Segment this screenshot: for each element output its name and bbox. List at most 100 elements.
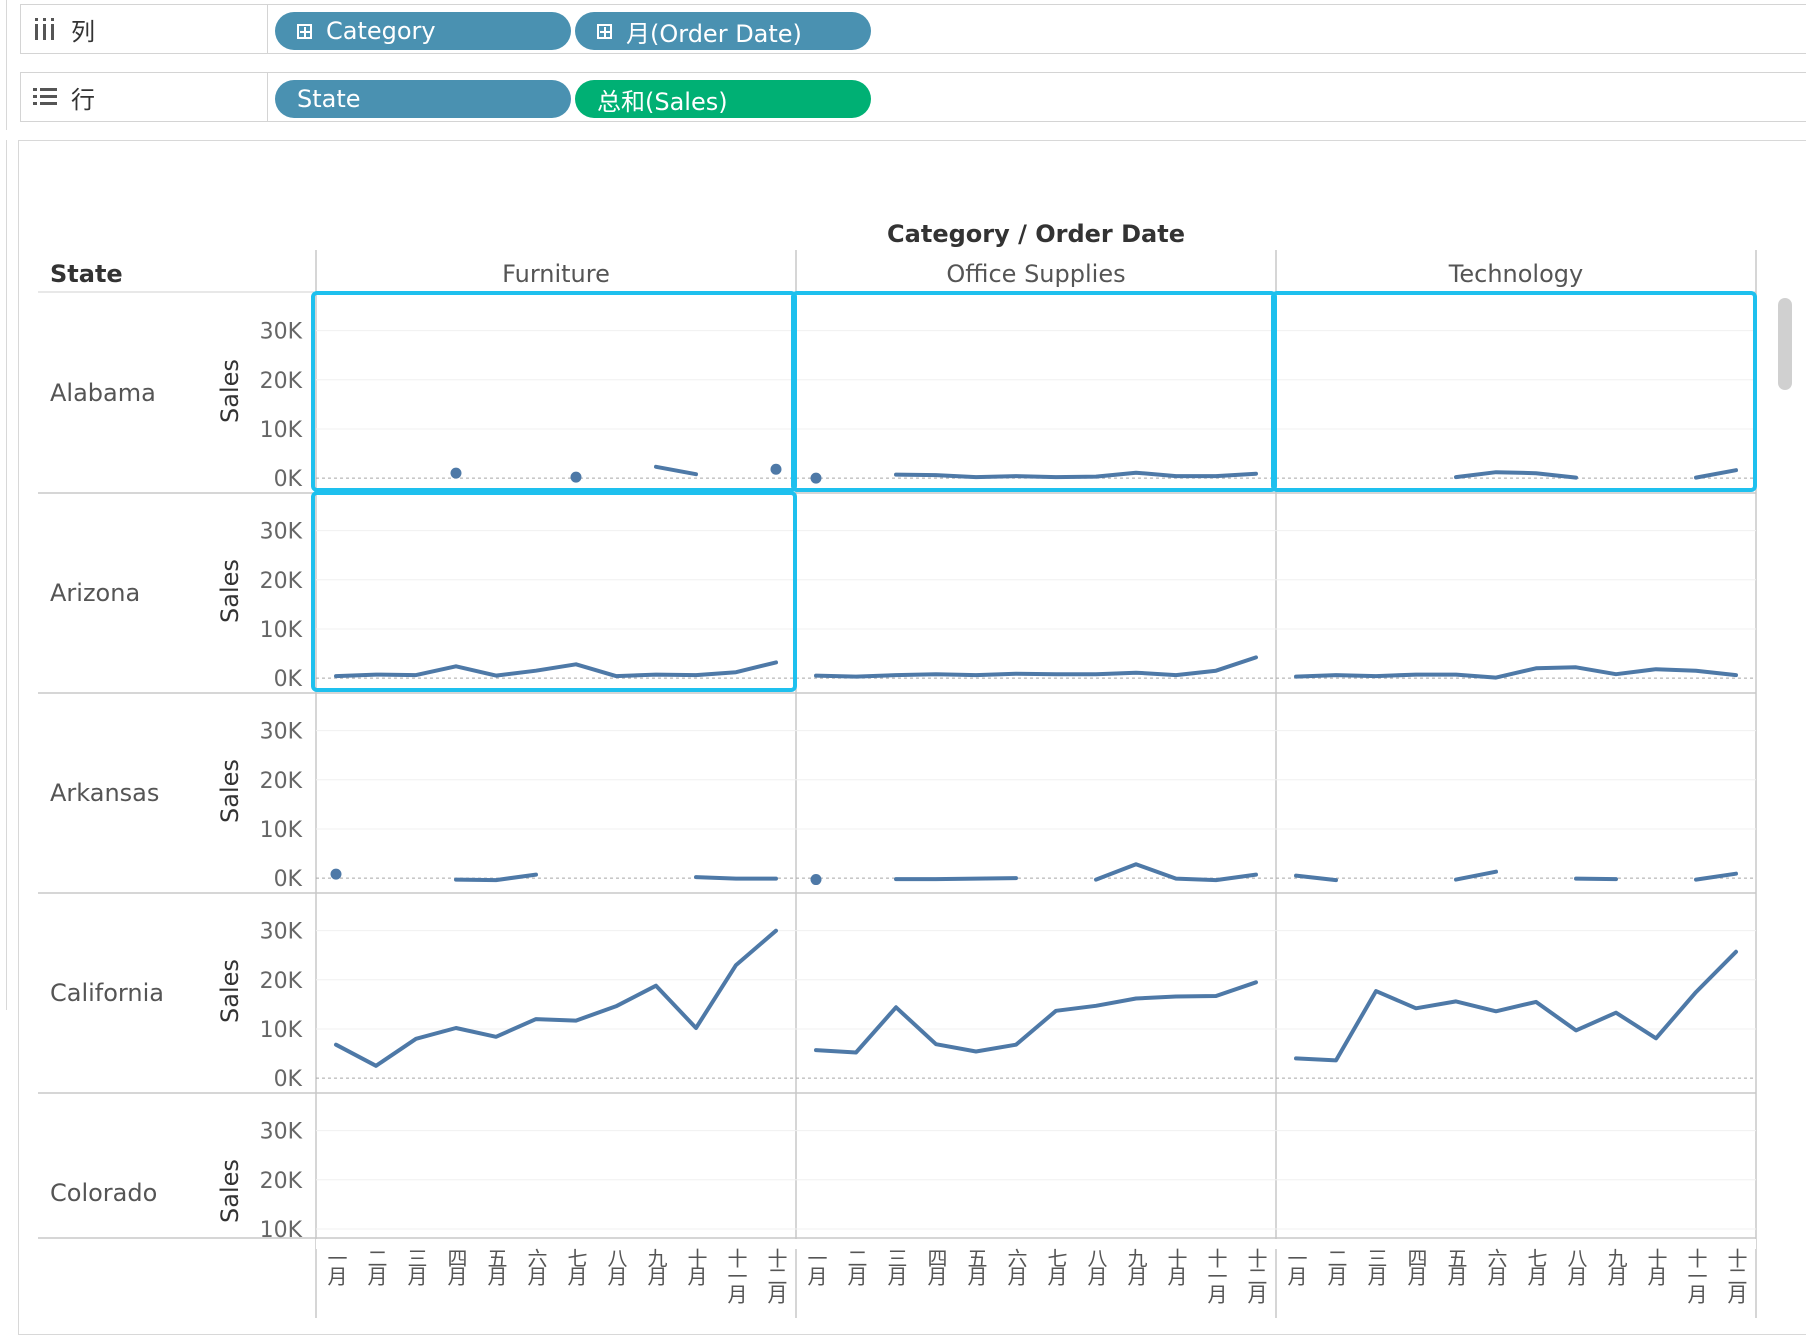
- series-line[interactable]: [814, 655, 1258, 679]
- series-line[interactable]: [1454, 869, 1498, 882]
- y-tick-label: 20K: [260, 969, 303, 994]
- y-tick-label: 20K: [260, 769, 303, 794]
- data-point[interactable]: [810, 874, 822, 886]
- category-header: Furniture: [502, 260, 610, 288]
- series-line[interactable]: [1094, 862, 1258, 883]
- axis-title-sales: Sales: [216, 1159, 244, 1223]
- series-line[interactable]: [1574, 876, 1618, 882]
- state-label: Alabama: [50, 379, 156, 407]
- month-label: 七月: [1524, 1248, 1548, 1286]
- columns-shelf[interactable]: 列 Category 月(Order Date): [20, 4, 1806, 54]
- data-point[interactable]: [770, 463, 782, 475]
- month-label: 二月: [844, 1248, 868, 1286]
- axis-title-sales: Sales: [216, 559, 244, 623]
- columns-shelf-text: 列: [71, 17, 95, 46]
- column-header-title: Category / Order Date: [887, 220, 1185, 248]
- y-tick-label: 30K: [260, 920, 303, 945]
- series-line[interactable]: [1294, 665, 1738, 680]
- left-panel-edge: [0, 0, 7, 130]
- series-line[interactable]: [654, 464, 698, 477]
- month-label: 二月: [1324, 1248, 1348, 1286]
- month-label: 十二月: [1724, 1248, 1748, 1304]
- highlighted-panel[interactable]: [311, 291, 797, 492]
- month-label: 三月: [404, 1248, 428, 1286]
- month-label: 十一月: [1684, 1248, 1708, 1304]
- month-label: 六月: [524, 1248, 548, 1286]
- category-header: Technology: [1448, 260, 1583, 288]
- row-header-state: State: [50, 260, 123, 288]
- rows-shelf-text: 行: [71, 85, 95, 114]
- axis-title-sales: Sales: [216, 959, 244, 1023]
- series-line[interactable]: [334, 928, 778, 1068]
- month-label: 九月: [644, 1248, 668, 1286]
- data-point[interactable]: [810, 472, 822, 484]
- data-point[interactable]: [450, 467, 462, 479]
- series-line[interactable]: [1694, 468, 1738, 480]
- month-label: 三月: [884, 1248, 908, 1286]
- pill-state[interactable]: State: [275, 80, 571, 118]
- month-label: 二月: [364, 1248, 388, 1286]
- month-label: 八月: [1084, 1248, 1108, 1286]
- y-tick-label: 10K: [260, 818, 303, 843]
- rows-icon: [33, 88, 57, 105]
- pill-category-label: Category: [326, 17, 436, 45]
- series-line[interactable]: [334, 660, 778, 679]
- series-line[interactable]: [894, 876, 1018, 882]
- y-tick-label: 0K: [274, 867, 303, 892]
- month-label: 七月: [1044, 1248, 1068, 1286]
- highlighted-panel[interactable]: [1271, 291, 1757, 492]
- y-tick-label: 0K: [274, 667, 303, 692]
- series-line[interactable]: [454, 872, 538, 883]
- series-line[interactable]: [694, 875, 778, 881]
- series-line[interactable]: [1694, 871, 1738, 882]
- rows-shelf-label: 行: [21, 73, 268, 121]
- y-tick-label: 30K: [260, 520, 303, 545]
- month-label: 九月: [1604, 1248, 1628, 1286]
- month-label: 十一月: [724, 1248, 748, 1304]
- pill-order-date[interactable]: 月(Order Date): [575, 12, 871, 50]
- pill-sum-sales-label: 总和(Sales): [597, 87, 728, 116]
- state-label: Arizona: [50, 579, 140, 607]
- month-label: 八月: [604, 1248, 628, 1286]
- month-label: 十二月: [1244, 1248, 1268, 1304]
- y-tick-label: 10K: [260, 1218, 303, 1243]
- y-tick-label: 0K: [274, 467, 303, 492]
- expand-icon[interactable]: [297, 23, 312, 39]
- highlighted-panel[interactable]: [311, 491, 797, 692]
- rows-shelf[interactable]: 行 State 总和(Sales): [20, 72, 1806, 122]
- month-label: 十月: [684, 1248, 708, 1286]
- series-line[interactable]: [1294, 873, 1338, 883]
- month-label: 五月: [484, 1248, 508, 1286]
- axis-title-sales: Sales: [216, 359, 244, 423]
- data-point[interactable]: [330, 868, 342, 880]
- series-line[interactable]: [1294, 949, 1738, 1063]
- series-line[interactable]: [894, 470, 1258, 480]
- vertical-scrollbar[interactable]: [1778, 298, 1792, 390]
- data-point[interactable]: [570, 471, 582, 483]
- month-label: 四月: [1404, 1248, 1428, 1286]
- pill-order-date-label: 月(Order Date): [626, 19, 802, 48]
- highlighted-panel[interactable]: [791, 291, 1277, 492]
- y-tick-label: 30K: [260, 720, 303, 745]
- month-label: 一月: [324, 1248, 348, 1286]
- month-label: 五月: [964, 1248, 988, 1286]
- month-label: 五月: [1444, 1248, 1468, 1286]
- y-tick-label: 30K: [260, 1120, 303, 1145]
- plot-clip: [316, 1239, 1756, 1249]
- month-label: 四月: [924, 1248, 948, 1286]
- pill-category[interactable]: Category: [275, 12, 571, 50]
- expand-icon[interactable]: [597, 23, 612, 39]
- y-tick-label: 10K: [260, 618, 303, 643]
- left-panel-edge-lower: [0, 140, 7, 1010]
- axis-title-sales: Sales: [216, 759, 244, 823]
- y-tick-label: 20K: [260, 569, 303, 594]
- y-tick-label: 20K: [260, 1169, 303, 1194]
- month-label: 一月: [1284, 1248, 1308, 1286]
- month-label: 十二月: [764, 1248, 788, 1304]
- month-label: 十月: [1644, 1248, 1668, 1286]
- series-line[interactable]: [814, 980, 1258, 1055]
- pill-sum-sales[interactable]: 总和(Sales): [575, 80, 871, 118]
- month-label: 十一月: [1204, 1248, 1228, 1304]
- series-line[interactable]: [1454, 470, 1578, 480]
